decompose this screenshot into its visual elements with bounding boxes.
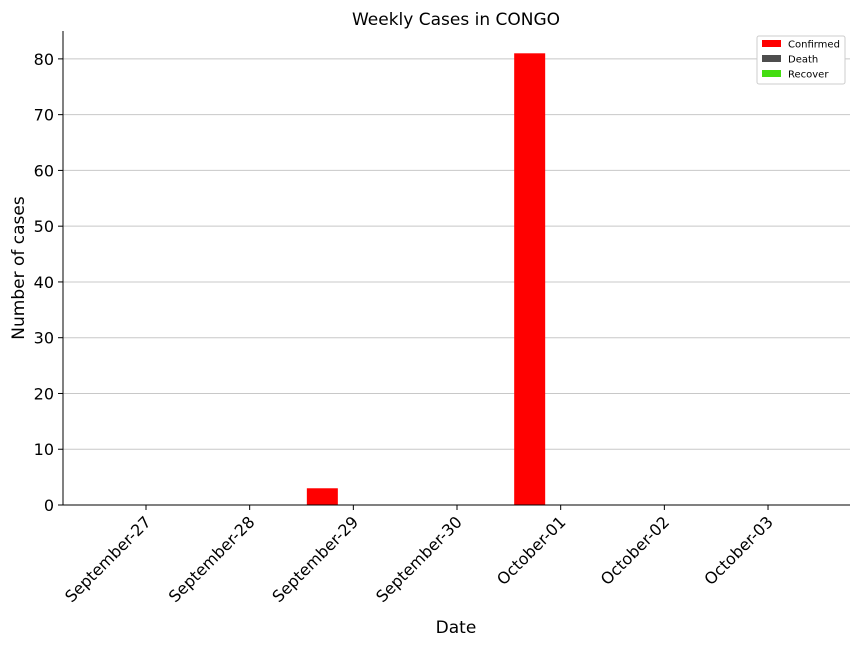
legend: Confirmed Death Recover (756, 35, 846, 85)
bar-confirmed-october-01 (514, 53, 546, 506)
legend-label-death: Death (788, 55, 818, 66)
legend-swatch-confirmed (762, 40, 781, 47)
chart-title: Weekly Cases in CONGO (352, 10, 560, 30)
x-tick-label: September-29 (268, 512, 362, 606)
y-tick-label: 0 (44, 496, 54, 515)
y-tick-label: 60 (34, 161, 54, 180)
y-tick-label: 20 (34, 384, 54, 403)
y-tick-label: 50 (34, 217, 54, 236)
x-tick-label: September-28 (165, 512, 259, 606)
x-tick-label: September-27 (61, 512, 155, 606)
legend-label-recover: Recover (788, 70, 829, 81)
y-tick-label: 40 (34, 273, 54, 292)
bar-confirmed-september-29 (306, 488, 338, 505)
x-tick-label: September-30 (372, 512, 466, 606)
y-tick-label: 30 (34, 329, 54, 348)
grid (63, 58, 850, 450)
y-ticks: 0 10 20 30 40 50 60 70 80 (34, 50, 63, 515)
y-tick-label: 10 (34, 440, 54, 459)
y-tick-label: 80 (34, 50, 54, 69)
x-tick-label: October-02 (597, 512, 673, 588)
x-axis-title: Date (436, 618, 477, 638)
x-tick-label: October-01 (493, 512, 569, 588)
y-tick-label: 70 (34, 106, 54, 125)
bars (306, 53, 546, 506)
x-tick-label: October-03 (700, 512, 776, 588)
x-ticks: September-27 September-28 September-29 Sept… (61, 505, 777, 606)
legend-swatch-death (762, 55, 781, 62)
legend-swatch-recover (762, 70, 781, 77)
legend-label-confirmed: Confirmed (788, 40, 840, 51)
y-axis-title: Number of cases (9, 196, 29, 340)
axes (62, 31, 850, 506)
